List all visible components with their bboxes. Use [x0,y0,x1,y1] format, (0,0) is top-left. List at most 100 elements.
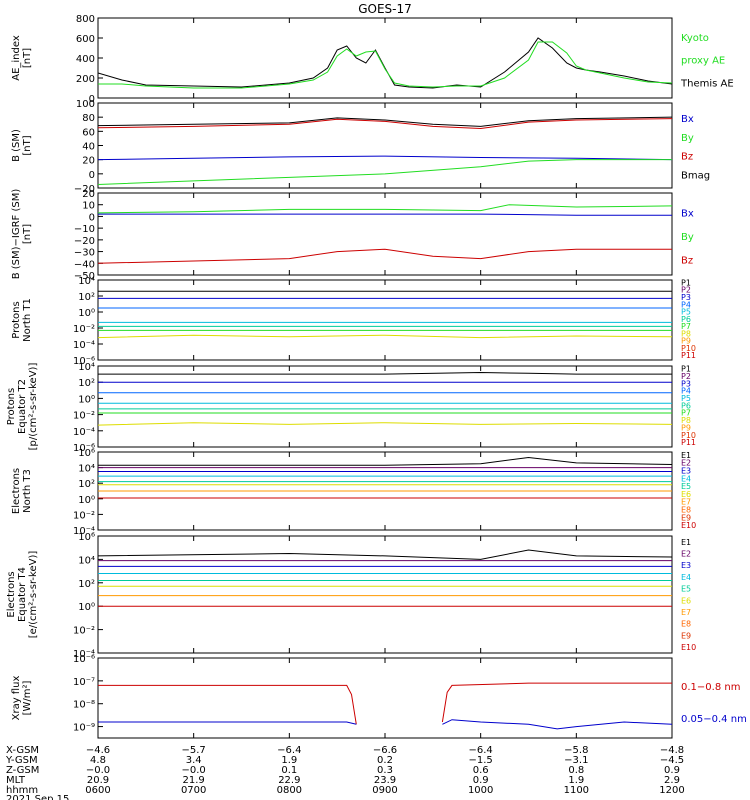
y-tick-label: 0 [89,170,95,181]
y-tick-label: 10⁻⁷ [73,677,95,688]
footer-value: −4.8 [660,745,684,756]
y-tick-label: 10² [78,378,95,389]
y-tick-label: 10² [78,479,95,490]
y-axis-label: Xray flux [11,676,22,721]
y-tick-label: 10⁻⁴ [73,649,95,660]
y-tick-label: 10⁻⁴ [73,526,95,537]
panel-frame [97,365,673,448]
legend-entry: By [681,133,694,144]
panel-frame [97,102,673,189]
series-line [98,456,672,466]
footer-value: 1.9 [281,755,297,766]
legend-entry: P1 [681,365,691,374]
series-line [98,549,672,560]
y-axis-label: [W/m²] [22,680,33,715]
y-axis-label: [nT] [22,135,33,155]
footer-value: 1200 [659,785,684,796]
y-tick-label: −30 [74,248,95,259]
footer-row-label: X-GSM [6,745,39,756]
legend-entry: Themis AE [680,79,734,90]
series-line [98,248,672,264]
footer-value: 23.9 [374,775,396,786]
legend-entry: E1 [681,538,691,547]
legend-entry: P10 [681,344,696,353]
legend-entry: E3 [681,561,691,570]
legend-entry: P11 [681,351,696,360]
legend-entry: P2 [681,286,691,295]
legend-entry: P9 [681,423,691,432]
legend-entry: P5 [681,308,691,317]
legend-entry: 0.05−0.4 nm [681,714,747,725]
footer-value: −6.6 [373,745,397,756]
panel-pet2: 10⁴ 10² 10⁰ 10⁻² 10⁻⁴ 10⁻⁶ Protons Equator T2 [p… [6,362,696,454]
legend-entry: P7 [681,322,691,331]
y-tick-label: 10⁻⁸ [73,700,95,711]
legend-entry: Bx [681,208,694,219]
y-tick-label: 60 [82,127,95,138]
y-tick-label: −20 [74,184,95,195]
legend-entry: P2 [681,372,691,381]
y-tick-label: 10⁻² [73,411,95,422]
series-line [98,684,357,725]
series-line [98,159,672,185]
series-line [98,116,672,127]
footer-value: 0.9 [473,775,489,786]
legend-entry: E8 [681,620,691,629]
y-tick-label: 800 [76,14,95,25]
y-axis-label: Protons [11,301,22,338]
y-axis-label: B (SM) [11,129,22,162]
footer-value: −0.0 [182,765,206,776]
y-axis-label: AE_index [11,35,22,81]
legend-entry: P6 [681,315,691,324]
panel-pnt1: 10⁴ 10² 10⁰ 10⁻² 10⁻⁴ 10⁻⁶ Protons North T1 P1P2… [11,276,696,367]
legend-entry: E8 [681,505,691,514]
y-tick-label: 40 [82,142,95,153]
series-line [98,37,672,89]
footer-row-label: hhmm [6,785,38,796]
y-tick-label: 10⁻² [73,510,95,521]
series-line [98,41,672,89]
legend-entry: E10 [681,643,696,652]
footer-value: −6.4 [469,745,493,756]
legend-entry: P8 [681,416,691,425]
y-tick-label: 10⁴ [78,276,95,287]
footer-value: 0.6 [473,765,489,776]
footer-value: 20.9 [87,775,109,786]
legend-entry: P7 [681,409,691,418]
footer-value: 0900 [372,785,397,796]
legend-entry: Kyoto [681,33,709,44]
footer-value: −5.7 [182,745,206,756]
y-tick-label: 10⁶ [78,532,95,543]
y-axis-label: Electrons [6,571,17,617]
y-tick-label: 20 [82,156,95,167]
y-axis-label: Equator T4 [17,567,28,622]
legend-entry: P4 [681,300,691,309]
footer-value: −4.6 [86,745,110,756]
legend-entry: Bz [681,255,693,266]
footer-value: 2.9 [664,775,680,786]
y-axis-label: [p/(cm²-s-sr-keV)] [28,363,39,451]
legend-entry: P6 [681,401,691,410]
panel-frame [97,279,673,361]
y-axis-label: North T1 [22,298,33,342]
y-axis-label: Electrons [11,468,22,514]
legend-entry: P3 [681,379,691,388]
legend-entry: E2 [681,549,691,558]
y-tick-label: 10⁰ [78,495,95,506]
y-tick-label: 0 [89,94,95,105]
series-line [98,155,672,161]
legend-entry: E6 [681,596,691,605]
plot-title: GOES-17 [358,2,412,16]
footer-value: 0.1 [281,765,297,776]
legend-entry: E4 [681,573,691,582]
legend-entry: E5 [681,585,691,594]
footer-value: −0.0 [86,765,110,776]
series-line [441,682,672,723]
y-axis-label: [e/(cm²-s-sr-keV)] [28,551,39,639]
y-tick-label: 10⁻² [73,626,95,637]
orbit-footer: X-GSM −4.6 −5.7 −6.4 −6.6 −6.4 −5.8 −4.8 Y-GSM 4.… [5,745,685,800]
legend-entry: P1 [681,278,691,287]
